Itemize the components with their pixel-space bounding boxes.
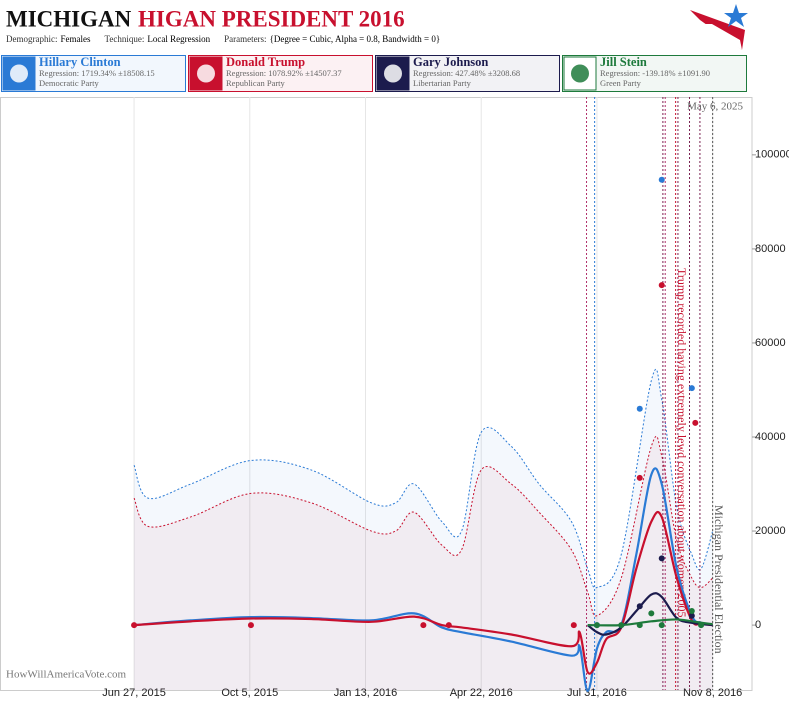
- param-value: Local Regression: [147, 34, 210, 44]
- data-point: [688, 607, 695, 614]
- logo: [690, 4, 748, 50]
- data-point: [593, 622, 600, 629]
- legend-name: Donald Trump: [226, 55, 305, 69]
- legend-party: Republican Party: [226, 78, 286, 88]
- x-tick-label: Apr 22, 2016: [450, 687, 513, 699]
- legend-icon-glyph: [384, 64, 402, 83]
- y-tick-label: 20000: [755, 525, 786, 537]
- legend-name: Hillary Clinton: [39, 55, 121, 69]
- watermark: HowWillAmericaVote.com: [6, 669, 126, 681]
- data-point: [692, 419, 699, 426]
- title-state: MICHIGAN: [6, 6, 132, 31]
- legend-regression: Regression: -139.18% ±1091.90: [600, 68, 710, 78]
- param-label: Parameters:: [224, 34, 266, 44]
- data-point: [658, 555, 665, 562]
- data-point: [570, 622, 577, 629]
- x-tick-label: Jan 13, 2016: [334, 687, 398, 699]
- legend-icon: [563, 56, 597, 91]
- data-point: [131, 622, 138, 629]
- legend-icon-glyph: [197, 64, 215, 83]
- data-point: [636, 405, 643, 412]
- legend-regression: Regression: 1078.92% ±14507.37: [226, 68, 342, 78]
- y-tick-label: 40000: [755, 431, 786, 443]
- legend-regression: Regression: 427.48% ±3208.68: [413, 68, 520, 78]
- series-line: [586, 592, 713, 636]
- data-point: [658, 282, 665, 289]
- band-fill: [134, 436, 713, 690]
- param-value: {Degree = Cubic, Alpha = 0.8, Bandwidth …: [270, 34, 441, 44]
- annotation: Trump recorded having extremely lewd con…: [675, 268, 689, 617]
- data-point: [247, 622, 254, 629]
- legend-party: Democratic Party: [39, 78, 99, 88]
- x-tick-label: Oct 5, 2015: [221, 687, 278, 699]
- data-point: [618, 622, 625, 629]
- data-point: [420, 622, 427, 629]
- legend-icon-glyph: [571, 64, 589, 83]
- param-value: Females: [60, 34, 90, 44]
- y-tick-label: 0: [755, 619, 761, 631]
- title-rest: HIGAN PRESIDENT 2016: [138, 6, 405, 31]
- data-point: [658, 176, 665, 183]
- param-label: Technique:: [104, 34, 144, 44]
- plot-frame: [0, 97, 753, 691]
- x-tick-label: Jun 27, 2015: [102, 687, 166, 699]
- annotation: Michigan Presidential Election: [712, 505, 726, 654]
- data-point: [698, 622, 705, 629]
- data-point: [445, 622, 452, 629]
- legend-party: Green Party: [600, 78, 642, 88]
- legend-name: Jill Stein: [600, 55, 647, 69]
- x-tick-label: Jul 31, 2016: [567, 687, 627, 699]
- x-tick-label: Nov 8, 2016: [683, 687, 742, 699]
- data-point: [688, 385, 695, 392]
- data-point: [688, 612, 695, 619]
- data-point: [658, 622, 665, 629]
- data-point: [636, 603, 643, 610]
- param-label: Demographic:: [6, 34, 57, 44]
- legend-name: Gary Johnson: [413, 55, 488, 69]
- legend-party: Libertarian Party: [413, 78, 472, 88]
- legend-icon-glyph: [10, 64, 28, 83]
- data-point: [636, 622, 643, 629]
- legend-regression: Regression: 1719.34% ±18508.15: [39, 68, 155, 78]
- band-fill: [134, 369, 713, 690]
- date-stamp: May 6, 2025: [687, 101, 743, 113]
- data-point: [636, 474, 643, 481]
- data-point: [648, 610, 655, 617]
- y-tick-label: 100000: [755, 149, 789, 161]
- series-line: [134, 510, 713, 675]
- y-tick-label: 80000: [755, 243, 786, 255]
- y-tick-label: 60000: [755, 337, 786, 349]
